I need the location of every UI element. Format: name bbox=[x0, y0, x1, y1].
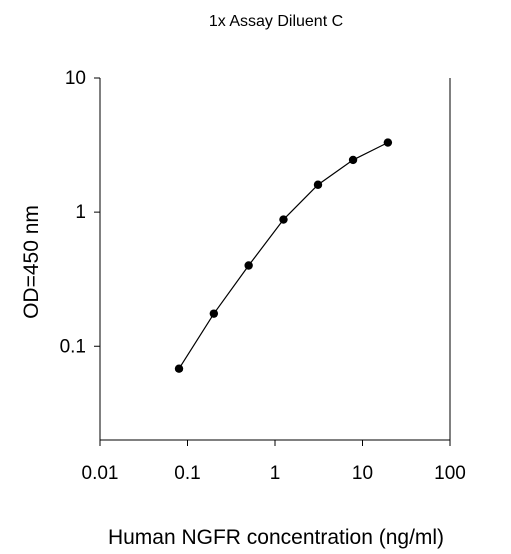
data-point bbox=[383, 138, 393, 147]
x-tick-label: 0.1 bbox=[174, 463, 200, 484]
chart-title: 1x Assay Diluent C bbox=[209, 13, 343, 30]
x-axis-title: Human NGFR concentration (ng/ml) bbox=[108, 526, 444, 549]
series-layer bbox=[174, 138, 393, 373]
y-tick-label: 10 bbox=[65, 68, 86, 89]
data-point bbox=[244, 261, 253, 270]
data-point bbox=[313, 180, 323, 189]
data-point bbox=[209, 309, 219, 318]
y-axis-ticks: 0.1 1 10 bbox=[60, 68, 100, 357]
x-tick-label: 100 bbox=[434, 463, 466, 484]
series-line bbox=[178, 142, 389, 370]
x-tick-label: 10 bbox=[352, 463, 373, 484]
data-point bbox=[348, 155, 358, 165]
y-tick-label: 0.1 bbox=[60, 336, 86, 357]
data-point bbox=[279, 215, 288, 224]
plot-frame bbox=[99, 78, 451, 441]
x-axis-ticks: 0.01 0.1 1 10 100 bbox=[82, 440, 466, 484]
data-point bbox=[174, 364, 184, 373]
x-tick-label: 0.01 bbox=[82, 463, 119, 484]
y-tick-label: 1 bbox=[75, 202, 86, 223]
y-axis-title: OD=450 nm bbox=[20, 205, 43, 319]
x-tick-label: 1 bbox=[270, 463, 281, 484]
